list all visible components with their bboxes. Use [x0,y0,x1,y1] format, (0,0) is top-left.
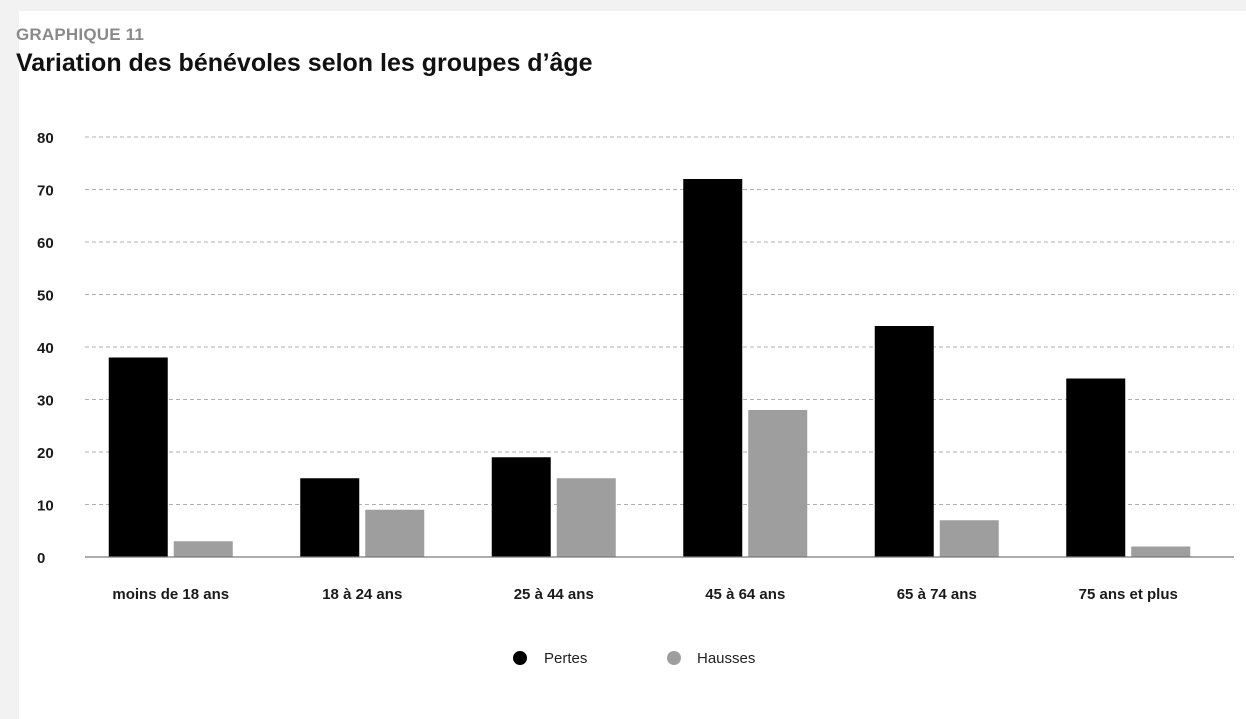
bar-pertes-3 [683,179,743,557]
x-tick-label: 75 ans et plus [1079,586,1178,603]
bar-pertes-0 [108,357,168,557]
chart-title: Variation des bénévoles selon les groupe… [16,49,593,77]
x-tick-label: moins de 18 ans [112,586,229,603]
y-tick-label: 0 [37,550,45,567]
bar-hausses-4 [939,520,999,557]
bar-hausses-0 [173,541,233,557]
y-tick-label: 10 [37,498,54,515]
legend: Pertes Hausses [513,650,755,667]
y-axis-ticks: 0 10 20 30 40 50 60 70 80 [37,130,54,567]
x-axis-ticks: moins de 18 ans 18 à 24 ans 25 à 44 ans 45 … [112,586,1177,603]
x-tick-label: 18 à 24 ans [322,586,402,603]
chart-card [19,11,1246,719]
y-tick-label: 70 [37,183,54,200]
bar-hausses-5 [1131,546,1191,557]
y-tick-label: 40 [37,340,54,357]
legend-marker-pertes [513,651,527,665]
bar-hausses-3 [748,410,808,557]
gridlines [85,136,1234,505]
bar-hausses-1 [365,509,425,557]
x-tick-label: 45 à 64 ans [705,586,785,603]
y-tick-label: 60 [37,235,54,252]
legend-label-hausses: Hausses [697,650,755,667]
chart-kicker: GRAPHIQUE 11 [16,25,145,44]
bars [108,179,1191,557]
y-tick-label: 20 [37,445,54,462]
x-tick-label: 65 à 74 ans [897,586,977,603]
bar-pertes-1 [300,478,360,557]
y-tick-label: 80 [37,130,54,147]
legend-marker-hausses [667,651,681,665]
bar-pertes-2 [491,457,551,557]
y-tick-label: 30 [37,393,54,410]
bar-pertes-4 [874,326,934,557]
x-tick-label: 25 à 44 ans [514,586,594,603]
bar-pertes-5 [1066,378,1126,557]
bar-hausses-2 [556,478,616,557]
legend-label-pertes: Pertes [544,650,587,667]
y-tick-label: 50 [37,288,54,305]
